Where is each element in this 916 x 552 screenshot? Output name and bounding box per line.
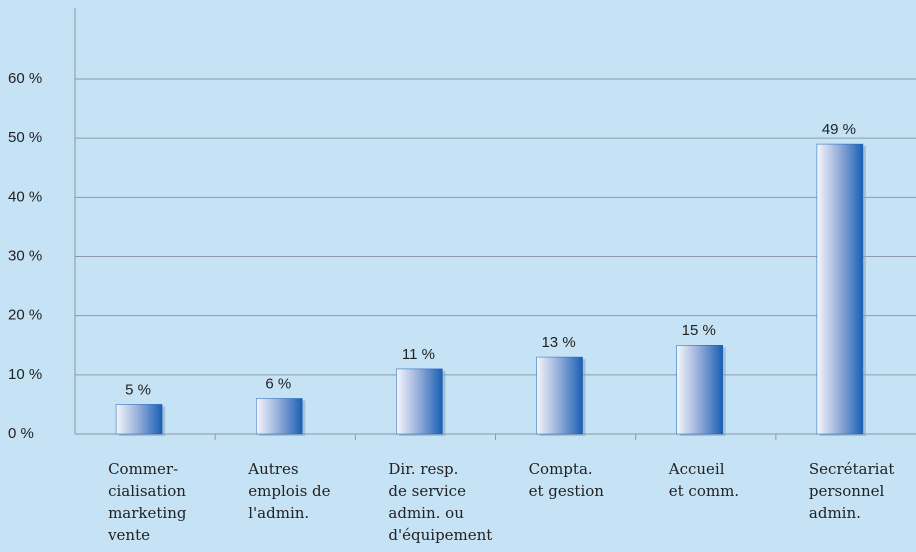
x-tick-label-line: Dir. resp. bbox=[388, 460, 458, 478]
x-tick-label-line: emplois de bbox=[248, 482, 330, 500]
x-tick-label-line: marketing bbox=[108, 504, 187, 522]
value-label: 6 % bbox=[265, 375, 291, 392]
value-label: 49 % bbox=[822, 121, 856, 138]
y-tick-label: 60 % bbox=[8, 70, 42, 87]
value-label: 15 % bbox=[682, 322, 716, 339]
x-tick-label-line: vente bbox=[107, 526, 150, 544]
x-tick-label: Secrétariat personnel admin. bbox=[809, 460, 895, 522]
x-tick-label-line: et gestion bbox=[529, 482, 605, 500]
x-tick-label: Commer-cialisation marketing vente bbox=[107, 460, 187, 544]
x-tick-label-line: l'admin. bbox=[248, 504, 309, 522]
bar bbox=[536, 356, 583, 435]
y-tick-label: 10 % bbox=[8, 366, 42, 383]
x-tick-label-line: d'équipement bbox=[388, 526, 492, 544]
x-tick-label-line: Autres bbox=[247, 460, 298, 478]
x-tick-label: Dir. resp. de service admin. ou d'équipemen… bbox=[388, 460, 492, 544]
y-tick-label: 50 % bbox=[8, 129, 42, 146]
bar bbox=[256, 398, 303, 435]
bar bbox=[396, 368, 443, 435]
y-tick-label: 20 % bbox=[8, 307, 42, 324]
x-tick-label: Compta. et gestion bbox=[529, 460, 605, 500]
bar bbox=[816, 143, 864, 435]
value-label: 5 % bbox=[125, 381, 151, 398]
x-tick-label: Autres emplois de l'admin. bbox=[247, 460, 330, 522]
x-tick-label-line: cialisation bbox=[108, 482, 186, 500]
x-tick-label-line: et comm. bbox=[669, 482, 739, 500]
x-tick-label-line: Compta. bbox=[529, 460, 593, 478]
y-tick-label: 30 % bbox=[8, 247, 42, 264]
y-tick-label: 0 % bbox=[8, 425, 34, 442]
x-tick-label-line: Secrétariat bbox=[809, 460, 895, 478]
bar bbox=[115, 404, 163, 435]
value-label: 11 % bbox=[402, 346, 435, 363]
x-tick-label-line: admin. ou bbox=[388, 504, 464, 522]
x-tick-label-line: de service bbox=[388, 482, 466, 500]
y-tick-label: 40 % bbox=[8, 188, 42, 205]
x-tick-label-line: Commer- bbox=[108, 460, 178, 478]
x-tick-label-line: Accueil bbox=[668, 460, 725, 478]
x-tick-label-line: admin. bbox=[809, 504, 861, 522]
bar bbox=[676, 345, 723, 435]
x-tick-label-line: personnel bbox=[809, 482, 885, 500]
x-tick-label: Accueil et comm. bbox=[668, 460, 739, 500]
value-label: 13 % bbox=[541, 334, 575, 351]
